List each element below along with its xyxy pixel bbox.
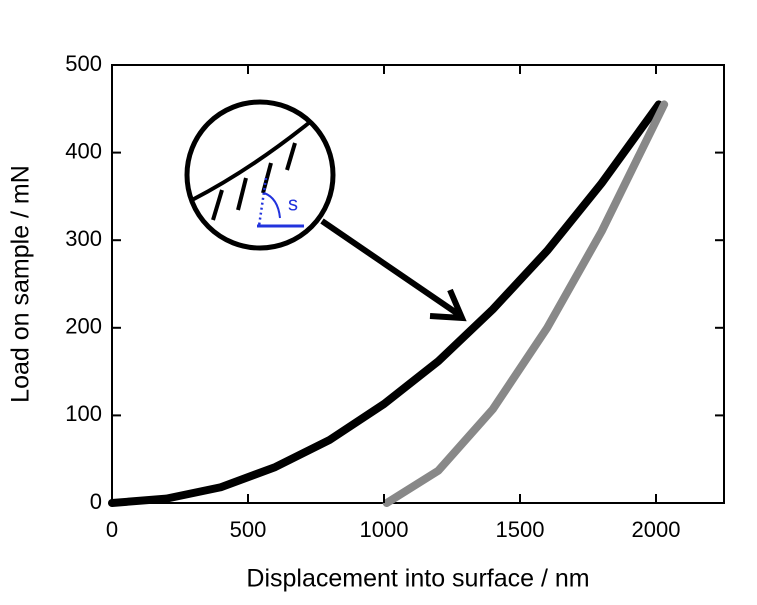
x-tick-label: 500 [230, 517, 267, 542]
inset-hatch [211, 142, 297, 221]
inset: s [184, 99, 336, 251]
plot-frame [111, 64, 725, 504]
series-line [382, 100, 669, 507]
arrow-head [429, 288, 467, 322]
x-tick-label: 1000 [360, 517, 409, 542]
inset-surface [191, 120, 312, 202]
inset-normal [257, 177, 268, 227]
y-axis-label: Load on sample / mN [7, 165, 35, 403]
x-axis-label: Displacement into surface / nm [246, 565, 589, 593]
y-tick-label: 0 [90, 489, 102, 514]
arrow-shaft [320, 218, 460, 317]
inset-angle [263, 192, 281, 219]
x-tick-label: 0 [106, 517, 118, 542]
y-tick-label: 400 [65, 138, 102, 163]
series-line [108, 100, 663, 507]
x-tick-label: 1500 [496, 517, 545, 542]
y-tick-label: 500 [65, 51, 102, 76]
y-tick-label: 300 [65, 226, 102, 251]
y-tick-label: 100 [65, 401, 102, 426]
inset-label: s [288, 193, 298, 215]
arrow [320, 218, 467, 322]
y-tick-label: 200 [65, 314, 102, 339]
x-tick-label: 2000 [632, 517, 681, 542]
inset-circle [184, 99, 336, 251]
